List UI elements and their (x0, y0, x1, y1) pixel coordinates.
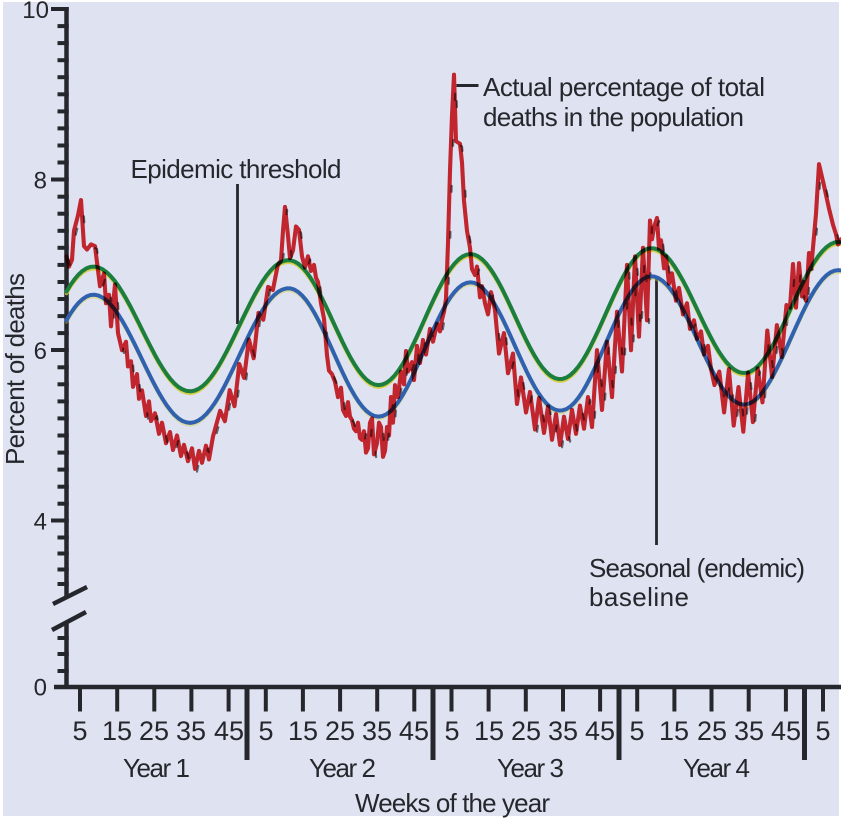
svg-text:Year 3: Year 3 (497, 753, 564, 783)
svg-text:5: 5 (258, 716, 273, 746)
svg-text:Actual percentage of total: Actual percentage of total (483, 72, 765, 102)
svg-text:5: 5 (72, 716, 87, 746)
svg-text:45: 45 (399, 716, 429, 746)
svg-text:35: 35 (362, 716, 392, 746)
svg-text:35: 35 (176, 716, 206, 746)
svg-text:Seasonal (endemic): Seasonal (endemic) (589, 553, 805, 583)
svg-text:0: 0 (34, 675, 47, 702)
svg-text:25: 25 (325, 716, 355, 746)
svg-text:15: 15 (659, 716, 689, 746)
svg-text:45: 45 (214, 716, 244, 746)
svg-text:25: 25 (697, 716, 727, 746)
svg-text:Weeks of the year: Weeks of the year (355, 788, 550, 818)
svg-text:Epidemic threshold: Epidemic threshold (131, 154, 342, 184)
svg-text:15: 15 (102, 716, 132, 746)
svg-text:45: 45 (585, 716, 615, 746)
svg-text:25: 25 (139, 716, 169, 746)
svg-text:15: 15 (474, 716, 504, 746)
svg-text:Year 2: Year 2 (309, 753, 376, 783)
svg-text:5: 5 (629, 716, 644, 746)
svg-text:Year 1: Year 1 (123, 753, 190, 783)
svg-text:25: 25 (511, 716, 541, 746)
svg-text:45: 45 (771, 716, 801, 746)
svg-text:35: 35 (734, 716, 764, 746)
svg-text:Percent of deaths: Percent of deaths (0, 273, 30, 465)
svg-text:8: 8 (34, 168, 47, 195)
svg-text:10: 10 (22, 0, 49, 24)
svg-text:4: 4 (34, 509, 47, 536)
svg-text:Year 4: Year 4 (683, 753, 750, 783)
svg-text:deaths in the population: deaths in the population (483, 102, 744, 132)
svg-text:5: 5 (815, 716, 830, 746)
svg-text:35: 35 (548, 716, 578, 746)
svg-text:15: 15 (288, 716, 318, 746)
svg-text:baseline: baseline (589, 582, 689, 612)
svg-text:5: 5 (444, 716, 459, 746)
svg-text:6: 6 (34, 338, 47, 365)
